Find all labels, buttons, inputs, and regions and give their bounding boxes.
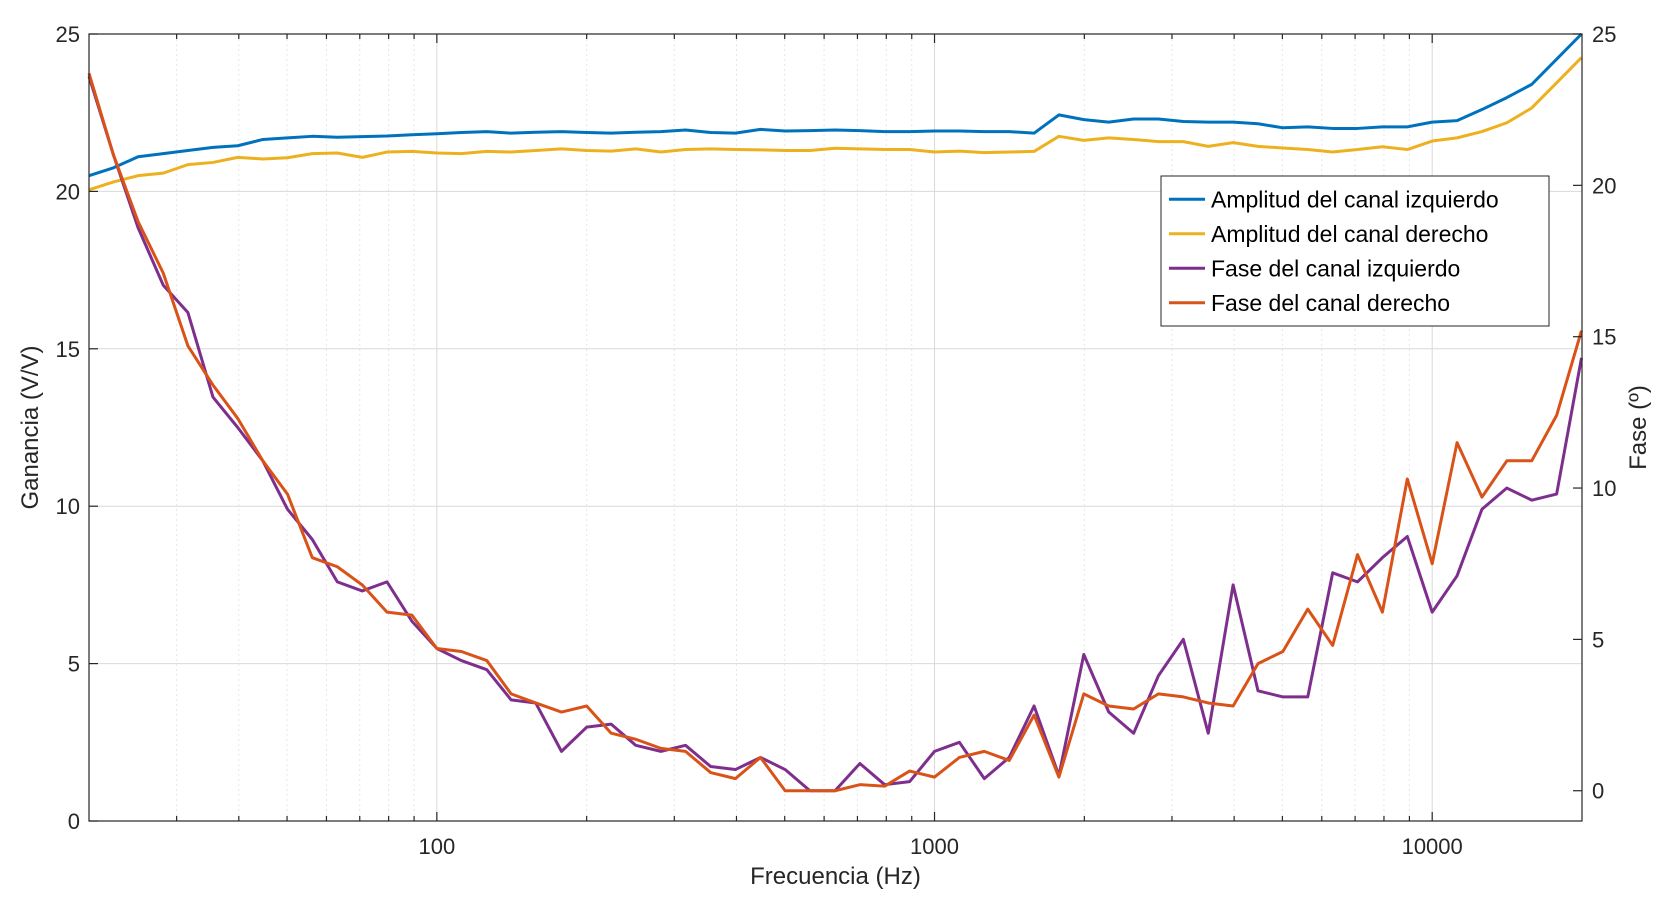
legend-entry: Fase del canal izquierdo bbox=[1211, 255, 1460, 281]
series-line-4 bbox=[87, 72, 1583, 793]
legend-entry: Fase del canal derecho bbox=[1211, 290, 1450, 316]
legend-entry: Amplitud del canal izquierdo bbox=[1211, 186, 1499, 212]
legend-box bbox=[1160, 175, 1550, 327]
y-left-tick-label: 20 bbox=[56, 179, 80, 204]
x-tick-label: 100 bbox=[418, 834, 455, 859]
y-right-tick-label: 20 bbox=[1592, 173, 1616, 198]
y-right-tick-label: 25 bbox=[1592, 22, 1616, 47]
x-axis-label: Frecuencia (Hz) bbox=[750, 863, 921, 890]
plot-background bbox=[89, 34, 1582, 821]
y-right-tick-label: 15 bbox=[1592, 325, 1616, 350]
y-right-tick-label: 0 bbox=[1592, 779, 1604, 804]
axes bbox=[88, 33, 1583, 822]
legend: Amplitud del canal izquierdo Amplitud del… bbox=[1160, 175, 1550, 327]
y-right-tick-label: 5 bbox=[1592, 627, 1604, 652]
legend-entry: Amplitud del canal derecho bbox=[1211, 221, 1488, 247]
series-lines bbox=[87, 32, 1583, 793]
x-tick-label: 1000 bbox=[910, 834, 959, 859]
y-left-tick-label: 10 bbox=[56, 494, 80, 519]
x-tick-label: 10000 bbox=[1402, 834, 1463, 859]
series-line-1 bbox=[88, 32, 1583, 178]
grid-lines bbox=[89, 34, 1582, 821]
y-left-tick-label: 15 bbox=[56, 337, 80, 362]
y-axis-left-label: Ganancia (V/V) bbox=[17, 345, 44, 509]
y-left-tick-label: 25 bbox=[56, 22, 80, 47]
y-right-tick-label: 10 bbox=[1592, 476, 1616, 501]
y-axis-right-label: Fase (º) bbox=[1625, 385, 1652, 470]
y-left-tick-label: 5 bbox=[68, 652, 80, 677]
axes-frame bbox=[88, 33, 1583, 822]
series-line-2 bbox=[88, 56, 1583, 192]
y-left-tick-label: 0 bbox=[68, 809, 80, 834]
plot-area bbox=[89, 34, 1582, 821]
tick-labels: 100 1000 10000 0 5 10 15 20 25 0 5 10 15 20 25 bbox=[56, 22, 1617, 859]
